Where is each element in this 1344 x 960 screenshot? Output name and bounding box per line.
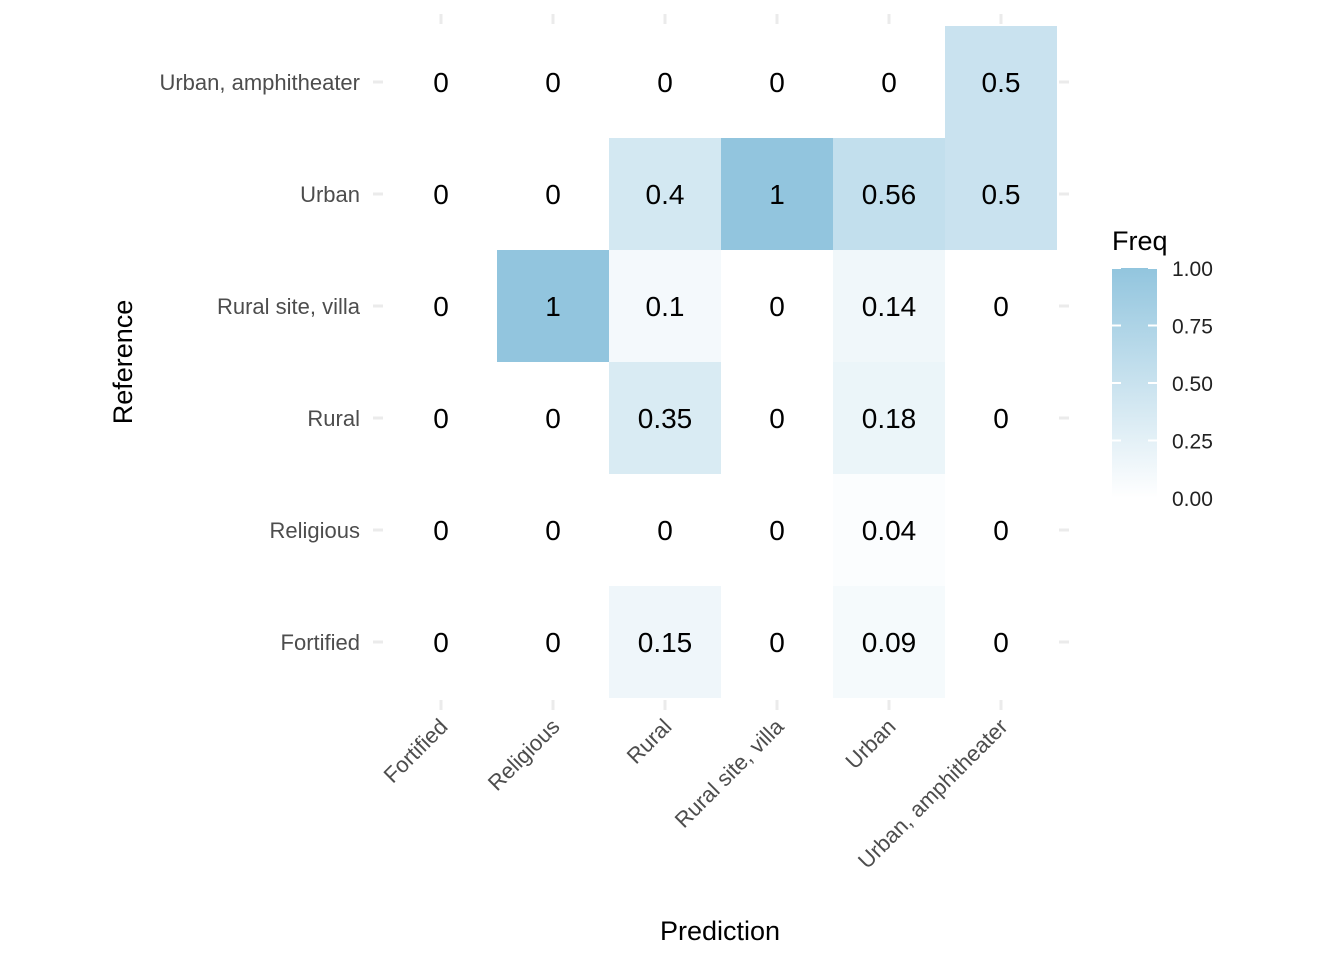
heatmap-cell-label: 0 (769, 403, 785, 434)
heatmap-cell-label: 0 (769, 291, 785, 322)
heatmap-cell-label: 0.35 (638, 403, 693, 434)
x-tick-label: Fortified (379, 714, 453, 788)
heatmap-cell-label: 0 (769, 67, 785, 98)
heatmap-cell-label: 1 (545, 291, 561, 322)
heatmap-cell-label: 0 (657, 515, 673, 546)
heatmap-cell-label: 0 (993, 403, 1009, 434)
heatmap-cell-label: 0 (769, 627, 785, 658)
y-axis-ticks: Fortified Religious Rural Rural site, villa… (159, 70, 360, 655)
heatmap-cell-label: 0.18 (862, 403, 917, 434)
heatmap-cells (497, 26, 1057, 698)
heatmap-cell (609, 250, 721, 362)
x-tick-label: Rural (622, 714, 677, 769)
heatmap-cell-label: 0 (993, 627, 1009, 658)
grid-tick-marks (373, 14, 1069, 710)
y-tick-label: Urban, amphitheater (159, 70, 360, 95)
heatmap-cell-label: 0 (993, 291, 1009, 322)
heatmap-cell-label: 0 (545, 403, 561, 434)
x-axis-title: Prediction (660, 916, 780, 946)
heatmap-cell-label: 0 (881, 67, 897, 98)
legend-label: 0.25 (1172, 431, 1213, 454)
legend-label: 1.00 (1172, 258, 1213, 281)
legend-title: Freq (1112, 226, 1168, 256)
legend-label: 0.75 (1172, 316, 1213, 339)
heatmap-cell (609, 138, 721, 250)
heatmap-cell-label: 0 (433, 515, 449, 546)
y-tick-label: Religious (270, 518, 361, 543)
heatmap-cell-label: 0 (769, 515, 785, 546)
heatmap-cell-label: 0.14 (862, 291, 917, 322)
x-tick-label: Rural site, villa (670, 713, 789, 832)
heatmap-cell-label: 0.56 (862, 179, 917, 210)
heatmap-cell-label: 0.5 (982, 67, 1021, 98)
y-axis-title: Reference (108, 300, 138, 425)
x-tick-label: Urban (840, 714, 900, 774)
heatmap-cell-label: 0.5 (982, 179, 1021, 210)
heatmap-cell (497, 250, 609, 362)
heatmap-cell-label: 0 (433, 67, 449, 98)
heatmap-cell (833, 586, 945, 698)
heatmap-cell-label: 0 (545, 627, 561, 658)
heatmap-cell (945, 138, 1057, 250)
legend-ticks: 1.00 0.75 0.50 0.25 0.00 (1112, 258, 1213, 511)
y-tick-label: Rural site, villa (217, 294, 361, 319)
legend-label: 0.00 (1172, 488, 1213, 511)
heatmap-cell-label: 0 (545, 67, 561, 98)
legend-label: 0.50 (1172, 373, 1213, 396)
heatmap-cell-label: 0 (545, 179, 561, 210)
heatmap-cell (609, 586, 721, 698)
heatmap-cell-label: 0 (433, 179, 449, 210)
heatmap-cell-label: 0 (657, 67, 673, 98)
heatmap-cell (721, 138, 833, 250)
heatmap-cell (609, 362, 721, 474)
heatmap-cell (833, 250, 945, 362)
y-tick-label: Urban (300, 182, 360, 207)
y-tick-label: Rural (307, 406, 360, 431)
heatmap-cell (833, 474, 945, 586)
y-tick-label: Fortified (281, 630, 360, 655)
heatmap-cell-label: 0 (433, 291, 449, 322)
heatmap-cell-label: 0.4 (646, 179, 685, 210)
heatmap-cell (945, 26, 1057, 138)
heatmap-cell-label: 0.1 (646, 291, 685, 322)
heatmap-cell-label: 0.09 (862, 627, 917, 658)
legend: Freq 1.00 0.75 0.50 0.25 0.00 (1112, 226, 1213, 511)
heatmap-cell-labels: 0 0 0.15 0 0.09 0 0 0 0 0 0.04 0 0 0 0.35 0 0.18 0 0 1 0.1 0 0… (433, 67, 1020, 658)
heatmap-cell (833, 362, 945, 474)
heatmap-cell-label: 0 (433, 627, 449, 658)
heatmap-cell (833, 138, 945, 250)
heatmap-cell-label: 1 (769, 179, 785, 210)
heatmap-cell-label: 0 (993, 515, 1009, 546)
heatmap-cell-label: 0 (433, 403, 449, 434)
heatmap-cell-label: 0.15 (638, 627, 693, 658)
heatmap-cell-label: 0.04 (862, 515, 917, 546)
heatmap-cell-label: 0 (545, 515, 561, 546)
x-tick-label: Religious (483, 714, 565, 796)
